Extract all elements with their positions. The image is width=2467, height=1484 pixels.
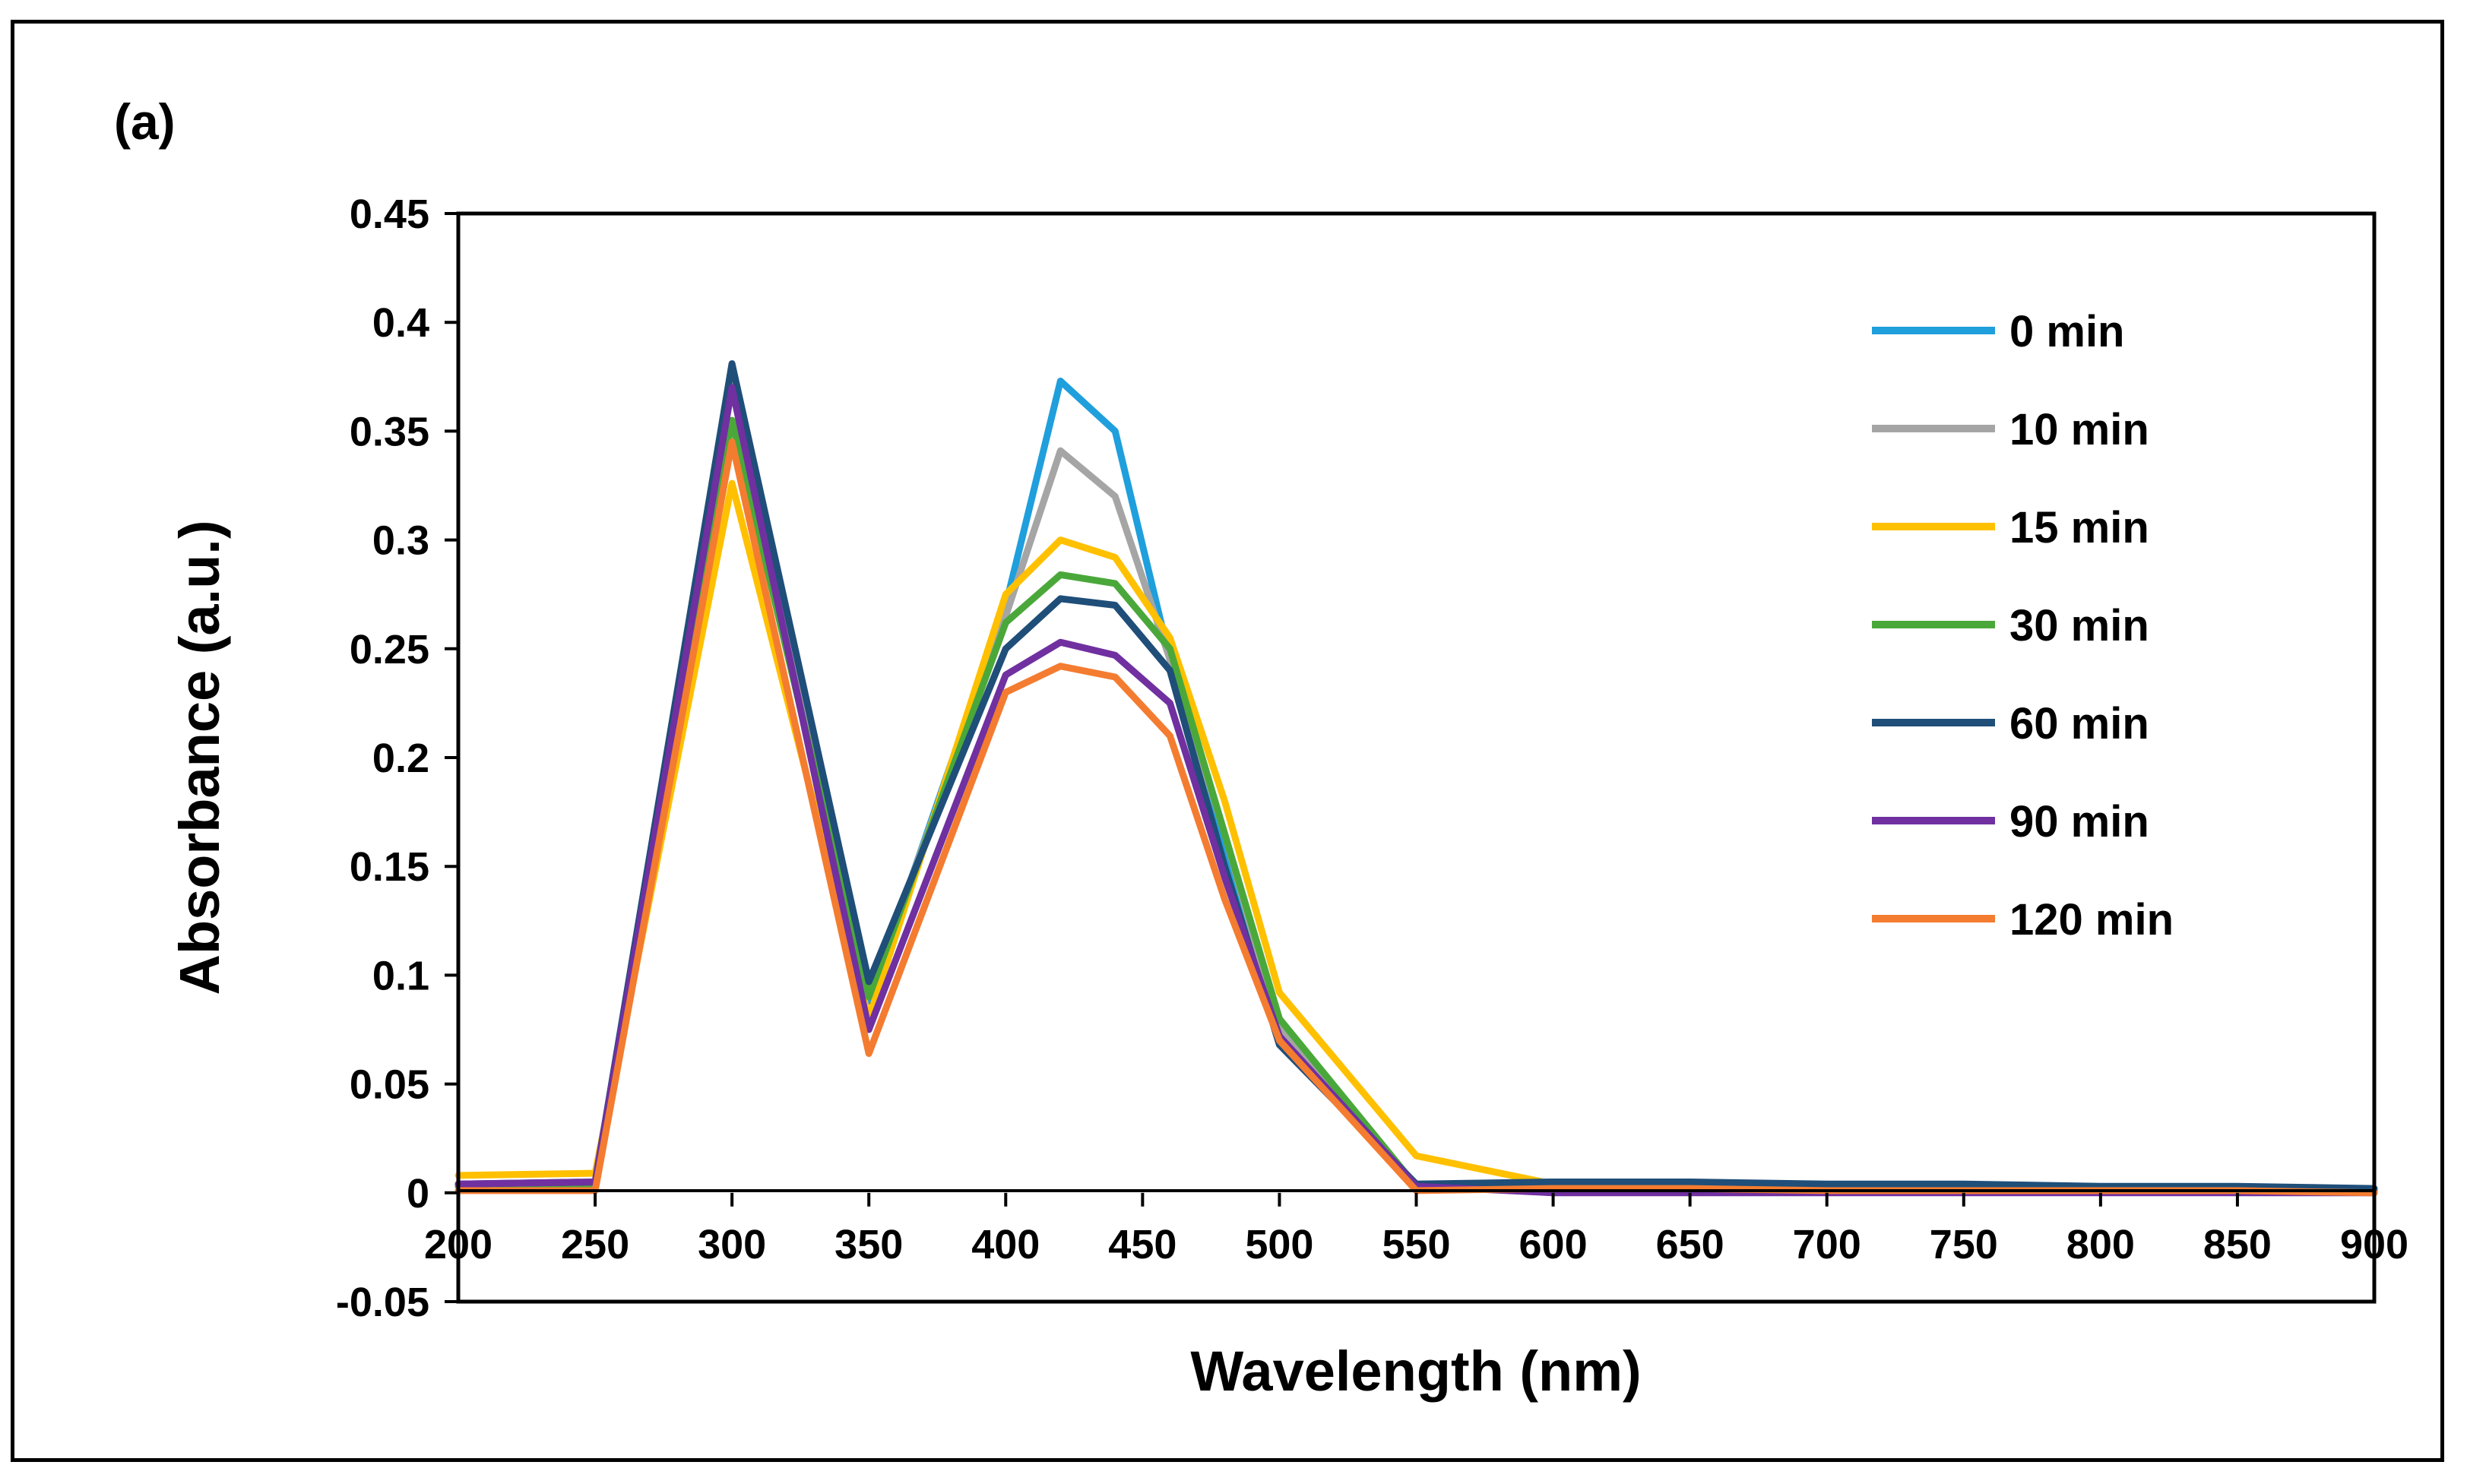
y-tick-label: 0.3: [372, 518, 429, 564]
x-axis-ticks: 200 250 300 350 400 450 500 550 600 650 700 750 800 8…: [424, 1192, 2408, 1267]
y-tick-label: 0.05: [350, 1062, 429, 1108]
x-tick-label: 850: [2203, 1222, 2272, 1267]
x-tick-label: 800: [2066, 1222, 2135, 1267]
y-axis-ticks: -0.05 0 0.05 0.1 0.15 0.2 0.25 0.3 0.35 0.4 0.45: [336, 191, 458, 1325]
y-tick-label: 0.45: [350, 191, 429, 237]
x-tick-label: 200: [424, 1222, 492, 1267]
legend-label-30-min: 30 min: [2009, 601, 2149, 650]
y-tick-label: 0.25: [350, 627, 429, 672]
y-tick-label: 0.1: [372, 953, 429, 998]
y-axis-title: Absorbance (a.u.): [168, 521, 231, 995]
x-tick-label: 250: [561, 1222, 629, 1267]
y-tick-label: 0.2: [372, 736, 429, 781]
x-tick-label: 450: [1108, 1222, 1176, 1267]
legend-label-10-min: 10 min: [2009, 405, 2149, 454]
legend-label-15-min: 15 min: [2009, 503, 2149, 552]
series-layer: [454, 360, 2378, 1197]
x-tick-label: 350: [834, 1222, 903, 1267]
y-tick-label: 0.4: [372, 300, 429, 346]
x-tick-label: 750: [1930, 1222, 1998, 1267]
legend-label-60-min: 60 min: [2009, 699, 2149, 748]
y-tick-label: 0: [407, 1171, 429, 1217]
x-tick-label: 300: [698, 1222, 766, 1267]
plot-area-frame: [456, 211, 2377, 1304]
x-tick-label: 550: [1382, 1222, 1450, 1267]
panel-label: (a): [114, 93, 176, 150]
y-tick-label: 0.15: [350, 844, 429, 890]
x-tick-label: 900: [2340, 1222, 2408, 1267]
legend-label-90-min: 90 min: [2009, 797, 2149, 846]
x-tick-label: 600: [1519, 1222, 1588, 1267]
y-tick-label: -0.05: [336, 1280, 429, 1325]
legend-label-120-min: 120 min: [2009, 895, 2174, 945]
x-tick-label: 400: [971, 1222, 1040, 1267]
x-tick-label: 700: [1793, 1222, 1861, 1267]
x-tick-label: 500: [1245, 1222, 1313, 1267]
x-tick-label: 650: [1656, 1222, 1724, 1267]
y-tick-label: 0.35: [350, 409, 429, 454]
figure-frame: [11, 20, 2444, 1462]
legend-label-0-min: 0 min: [2009, 307, 2125, 356]
legend: 0 min 10 min 15 min 30 min 60 min 90 min 120 m…: [1872, 307, 2174, 945]
x-axis-title: Wavelength (nm): [1190, 1340, 1641, 1403]
